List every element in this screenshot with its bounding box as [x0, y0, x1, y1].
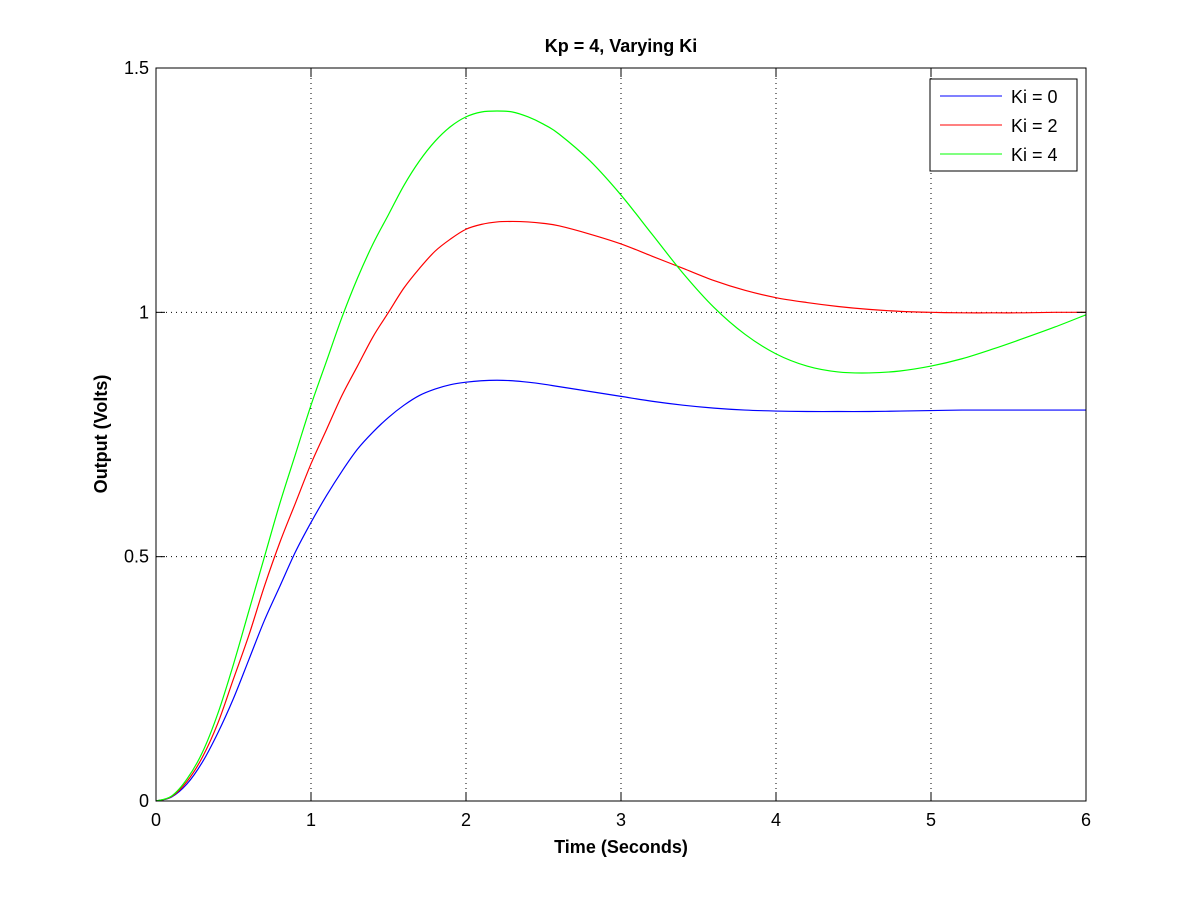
y-axis-title: Output (Volts)	[91, 375, 111, 494]
x-axis-title: Time (Seconds)	[554, 837, 688, 857]
y-tick-label: 0	[139, 791, 149, 811]
y-tick-label: 1	[139, 302, 149, 322]
x-tick-label: 5	[926, 810, 936, 830]
series-line-ki-2	[155, 220, 1087, 802]
legend: Ki = 0 Ki = 2 Ki = 4	[929, 78, 1078, 172]
y-tick-label: 1.5	[124, 58, 149, 78]
legend-entry-ki-4: Ki = 4	[940, 145, 1058, 165]
chart-title: Kp = 4, Varying Ki	[545, 36, 698, 56]
legend-entry-ki-2: Ki = 2	[940, 116, 1058, 136]
axis-ticks	[155, 67, 1087, 802]
legend-label-ki-0: Ki = 0	[1011, 87, 1058, 107]
x-tick-label: 3	[616, 810, 626, 830]
series-lines	[155, 110, 1087, 802]
y-tick-labels: 0 0.5 1 1.5	[124, 58, 149, 811]
plot-area	[156, 68, 1086, 801]
x-tick-label: 0	[151, 810, 161, 830]
series-line-ki-4	[155, 110, 1087, 802]
x-tick-label: 1	[306, 810, 316, 830]
legend-label-ki-4: Ki = 4	[1011, 145, 1058, 165]
x-tick-label: 6	[1081, 810, 1091, 830]
x-tick-labels: 0 1 2 3 4 5 6	[151, 810, 1091, 830]
series-line-ki-0	[155, 379, 1086, 802]
legend-entry-ki-0: Ki = 0	[940, 87, 1058, 107]
x-tick-label: 4	[771, 810, 781, 830]
y-tick-label: 0.5	[124, 547, 149, 567]
x-tick-label: 2	[461, 810, 471, 830]
legend-label-ki-2: Ki = 2	[1011, 116, 1058, 136]
